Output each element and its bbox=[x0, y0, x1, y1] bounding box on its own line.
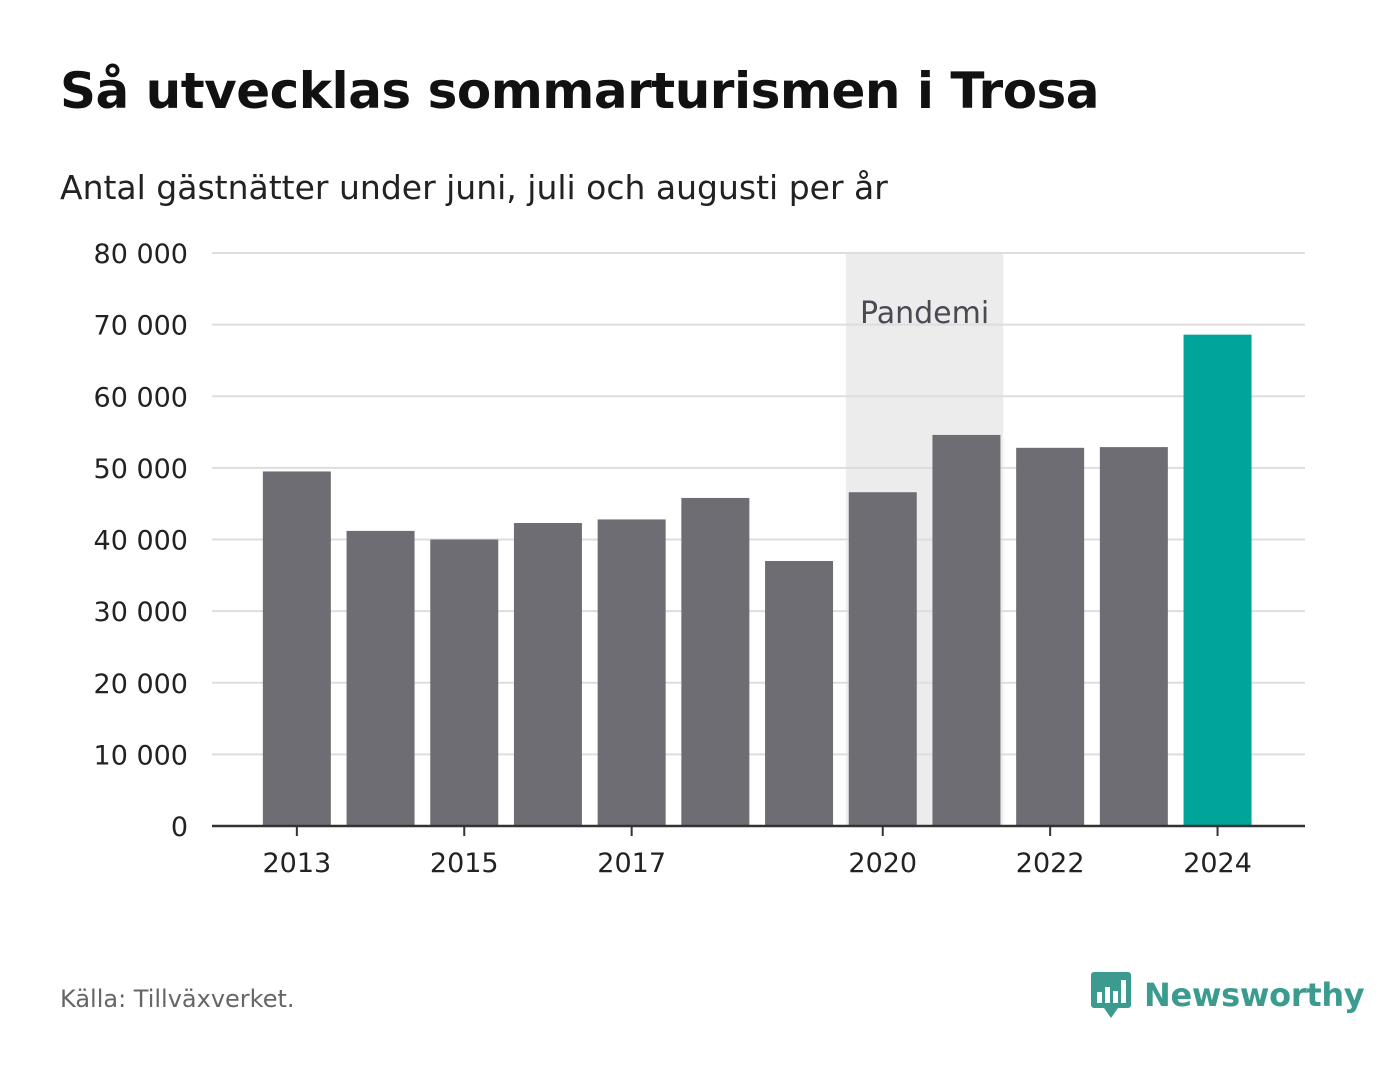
y-tick-label: 30 000 bbox=[94, 597, 188, 628]
chart-title: Så utvecklas sommarturismen i Trosa bbox=[60, 62, 1100, 120]
bar-2022 bbox=[1016, 447, 1085, 826]
y-tick-label: 20 000 bbox=[94, 669, 188, 700]
bar-2018 bbox=[681, 497, 750, 826]
y-tick-label: 0 bbox=[171, 812, 188, 843]
bar-2024 bbox=[1183, 334, 1252, 826]
x-tick-label: 2022 bbox=[1016, 848, 1085, 879]
x-tick-label: 2017 bbox=[597, 848, 666, 879]
x-tick-label: 2015 bbox=[430, 848, 499, 879]
bar-2015 bbox=[430, 539, 499, 826]
bar-2021 bbox=[932, 434, 1001, 826]
y-tick-label: 70 000 bbox=[94, 311, 188, 342]
x-tick-label: 2020 bbox=[848, 848, 917, 879]
bar-2020 bbox=[848, 492, 917, 826]
pandemic-label: Pandemi bbox=[860, 296, 989, 331]
bar-2016 bbox=[513, 523, 582, 826]
brand-logo: Newsworthy bbox=[1090, 970, 1365, 1020]
bar-chart: 0 10 000 20 000 30 000 40 000 50 000 60 000 70 … bbox=[94, 239, 1305, 879]
brand-name: Newsworthy bbox=[1144, 976, 1365, 1014]
bar-2013 bbox=[262, 471, 331, 826]
source-note: Källa: Tillväxverket. bbox=[60, 985, 295, 1013]
chart-subtitle: Antal gästnätter under juni, juli och au… bbox=[60, 168, 888, 207]
bar-2023 bbox=[1099, 447, 1168, 826]
newsworthy-logo-icon bbox=[1091, 972, 1131, 1018]
bar-2019 bbox=[765, 560, 834, 826]
y-tick-label: 10 000 bbox=[94, 740, 188, 771]
bar-2014 bbox=[346, 530, 415, 826]
x-tick-label: 2024 bbox=[1183, 848, 1252, 879]
y-tick-label: 50 000 bbox=[94, 454, 188, 485]
y-tick-label: 80 000 bbox=[94, 239, 188, 270]
x-tick-label: 2013 bbox=[262, 848, 331, 879]
y-tick-label: 60 000 bbox=[94, 382, 188, 413]
y-tick-label: 40 000 bbox=[94, 526, 188, 557]
bar-2017 bbox=[597, 519, 666, 826]
